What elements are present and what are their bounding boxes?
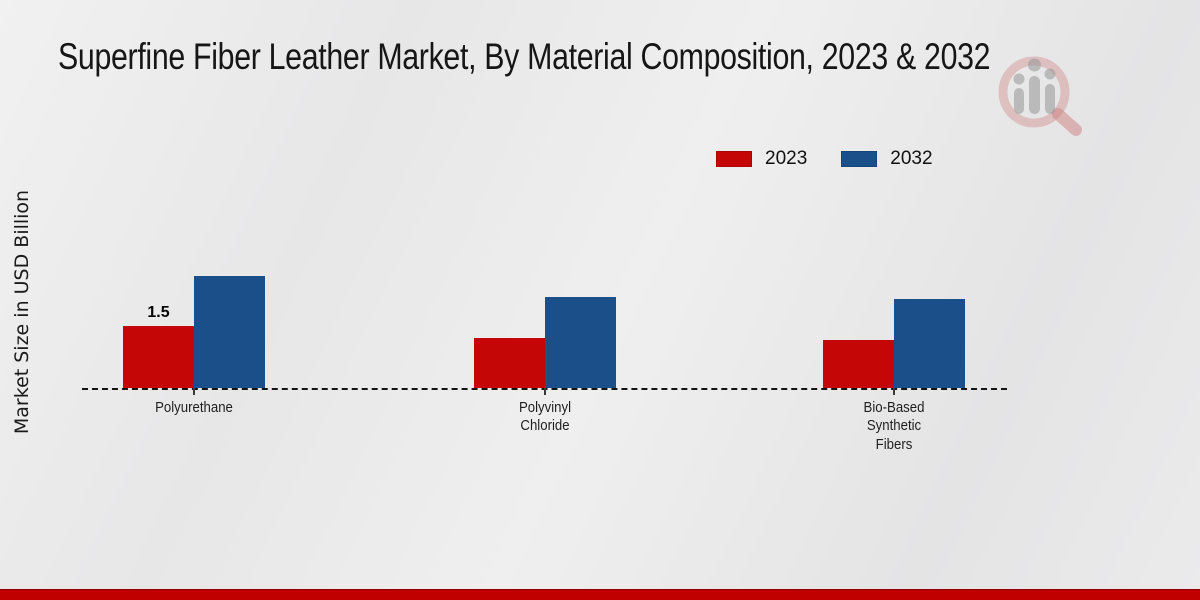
footer-bar xyxy=(0,589,1200,600)
bar-value-label: 1.5 xyxy=(147,304,170,321)
legend-swatch-2032 xyxy=(841,151,878,167)
axis-tick xyxy=(544,388,546,395)
legend-swatch-2023 xyxy=(716,151,752,167)
chart-title: Superfine Fiber Leather Market, By Mater… xyxy=(58,36,991,77)
y-axis-label: Market Size in USD Billion xyxy=(0,138,44,486)
bar-2032-polyurethane xyxy=(194,276,265,388)
bar-2023-bio-based-synthetic-fibers xyxy=(823,340,894,388)
bar-2032-bio-based-synthetic-fibers xyxy=(894,299,965,388)
legend: 2023 2032 xyxy=(716,148,933,170)
bar-2023-polyurethane xyxy=(123,326,194,388)
legend-label-2023: 2023 xyxy=(765,148,808,169)
axis-tick xyxy=(893,388,895,395)
bar-2032-polyvinyl-chloride xyxy=(545,297,616,388)
bar-2023-polyvinyl-chloride xyxy=(474,338,545,388)
y-axis-label-text: Market Size in USD Billion xyxy=(11,189,33,435)
legend-item-2032: 2032 xyxy=(841,148,933,170)
category-label-polyvinyl-chloride: Polyvinyl Chloride xyxy=(518,399,572,435)
legend-label-2032: 2032 xyxy=(890,148,933,169)
axis-tick xyxy=(193,388,195,395)
magnifier-icon xyxy=(998,56,1082,136)
category-label-polyurethane: Polyurethane xyxy=(155,399,233,416)
brand-watermark-logo xyxy=(998,56,1082,136)
legend-item-2023: 2023 xyxy=(716,148,807,170)
category-label-bio-based-synthetic-fibers: Bio-Based Synthetic Fibers xyxy=(863,399,925,453)
plot-area: 1.5 Polyurethane Polyvinyl Chloride Bio-Bas… xyxy=(82,250,1007,453)
